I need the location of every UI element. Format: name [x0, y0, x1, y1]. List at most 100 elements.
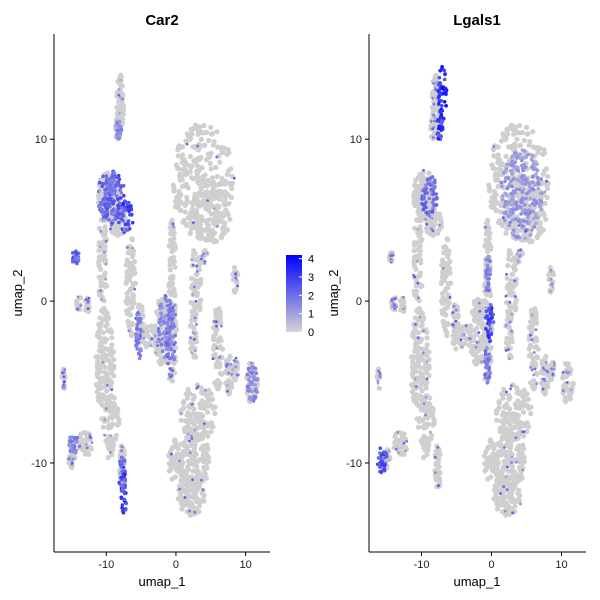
expressing-cell — [104, 277, 107, 281]
cell-point — [517, 403, 523, 410]
cell-point — [505, 441, 511, 447]
cell-point — [492, 460, 498, 466]
cell-point — [115, 406, 121, 412]
expressing-cell — [200, 257, 203, 261]
expressing-cell — [157, 327, 160, 330]
cell-point — [201, 498, 207, 504]
cell-point — [175, 496, 181, 502]
expressing-cell — [115, 194, 119, 198]
expressing-cell — [178, 487, 182, 491]
cell-point — [113, 432, 119, 438]
cell-point — [179, 156, 186, 162]
expressing-cell — [121, 507, 125, 511]
expressing-cell — [103, 418, 107, 422]
cell-point — [491, 153, 497, 159]
expressing-cell — [121, 468, 125, 472]
cell-point — [115, 232, 121, 238]
cell-point — [392, 434, 398, 440]
expressing-cell — [133, 287, 137, 291]
cell-point — [124, 257, 130, 263]
cell-point — [417, 229, 423, 235]
cell-point — [491, 496, 497, 502]
expressing-cell — [141, 330, 145, 334]
cell-point — [417, 252, 423, 258]
expressing-cell — [169, 313, 173, 317]
expressing-cell — [192, 263, 195, 267]
cell-point — [430, 232, 436, 238]
expressing-cell — [103, 433, 106, 437]
expressing-cell — [138, 353, 143, 358]
expressing-cell — [100, 184, 104, 188]
expressing-cell — [443, 86, 448, 91]
expressing-cell — [484, 309, 489, 314]
cell-point — [96, 225, 102, 231]
cell-point — [194, 293, 200, 299]
cell-point — [520, 409, 527, 415]
cell-point — [196, 503, 202, 509]
cell-point — [181, 217, 187, 224]
expressing-cell — [172, 225, 176, 229]
cell-point — [187, 169, 193, 175]
expressing-cell — [248, 375, 253, 379]
expressing-cell — [98, 245, 102, 249]
cell-point — [215, 385, 222, 391]
cell-point — [190, 468, 196, 474]
cell-point — [192, 197, 198, 203]
expressing-cell — [192, 221, 195, 225]
expressing-cell — [487, 306, 491, 311]
cell-point — [195, 458, 201, 464]
cell-point — [526, 353, 533, 359]
cell-point — [481, 298, 487, 304]
cell-point — [168, 466, 174, 472]
expressing-cell — [378, 446, 383, 451]
cell-point — [199, 233, 205, 239]
cell-point — [191, 303, 197, 309]
expressing-cell — [523, 236, 527, 240]
cell-point — [486, 182, 492, 188]
expressing-cell — [167, 372, 172, 377]
cell-point — [187, 487, 193, 493]
expressing-cell — [119, 496, 124, 501]
cell-point — [190, 396, 196, 402]
expressing-cell — [109, 223, 113, 227]
cell-point — [95, 359, 101, 365]
cell-point — [156, 358, 162, 365]
cluster-points — [59, 72, 260, 518]
cell-point — [500, 410, 507, 416]
cell-point — [169, 217, 175, 223]
cell-point — [107, 348, 113, 354]
cell-point — [109, 415, 115, 421]
cell-point — [219, 213, 226, 219]
cell-point — [514, 130, 520, 136]
cell-point — [513, 305, 519, 311]
cell-point — [104, 388, 110, 394]
cell-point — [187, 137, 193, 143]
cell-point — [205, 236, 211, 242]
expressing-cell — [121, 473, 126, 477]
expressing-cell — [186, 432, 190, 436]
cell-point — [173, 162, 179, 168]
expressing-cell — [71, 258, 75, 263]
expressing-cell — [174, 313, 178, 317]
expressing-cell — [509, 203, 514, 207]
cell-point — [500, 427, 507, 433]
expressing-cell — [122, 497, 127, 502]
expressing-cell — [193, 316, 197, 320]
cell-point — [229, 180, 236, 186]
expressing-cell — [84, 298, 88, 301]
expressing-cell — [99, 207, 103, 211]
expressing-cell — [109, 227, 112, 231]
expressing-cell — [171, 355, 175, 359]
cell-point — [537, 145, 543, 151]
expressing-cell — [122, 484, 126, 487]
cell-point — [430, 422, 436, 428]
cell-point — [540, 151, 546, 157]
x-tick-label: 0 — [173, 559, 179, 571]
expressing-cell — [434, 203, 439, 207]
expressing-cell — [112, 211, 116, 215]
cell-point — [430, 413, 436, 419]
expressing-cell — [188, 451, 192, 454]
expressing-cell — [206, 199, 210, 203]
cell-point — [142, 340, 148, 346]
expressing-cell — [171, 222, 175, 226]
